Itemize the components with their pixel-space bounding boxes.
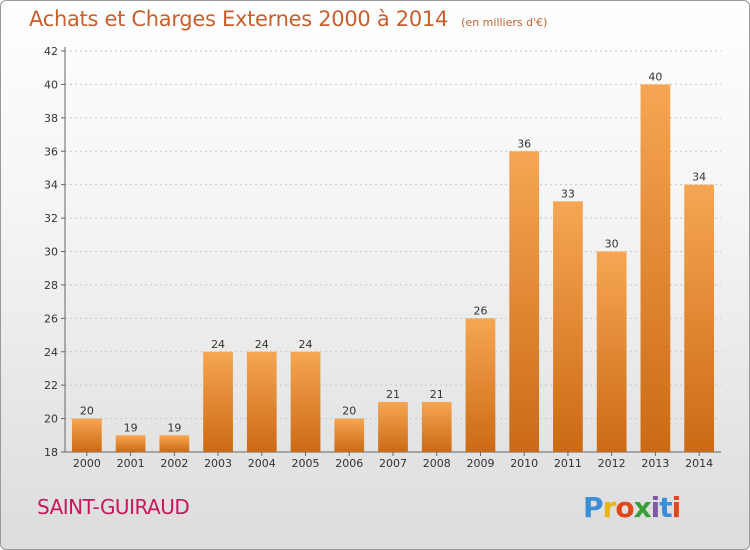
x-tick-label: 2013 bbox=[641, 457, 669, 470]
chart-title: Achats et Charges Externes 2000 à 2014 bbox=[29, 7, 449, 31]
data-label: 24 bbox=[299, 338, 313, 351]
proxiti-logo[interactable]: Proxiti bbox=[583, 491, 681, 524]
bar bbox=[640, 84, 671, 453]
data-label: 21 bbox=[430, 388, 444, 401]
y-tick-label: 20 bbox=[44, 413, 58, 426]
y-tick-label: 40 bbox=[44, 78, 58, 91]
data-label: 24 bbox=[211, 338, 225, 351]
x-tick-label: 2002 bbox=[160, 457, 188, 470]
commune-name: SAINT-GUIRAUD bbox=[37, 495, 190, 519]
data-label: 20 bbox=[342, 405, 356, 418]
bar bbox=[203, 351, 233, 452]
y-tick-label: 42 bbox=[44, 45, 58, 58]
bar bbox=[596, 251, 627, 452]
bar bbox=[509, 151, 540, 452]
title-block: Achats et Charges Externes 2000 à 2014 (… bbox=[29, 7, 547, 31]
x-tick-label: 2001 bbox=[117, 457, 145, 470]
x-tick-label: 2012 bbox=[598, 457, 626, 470]
y-tick-label: 28 bbox=[44, 279, 58, 292]
x-tick-label: 2005 bbox=[292, 457, 320, 470]
x-tick-label: 2010 bbox=[510, 457, 538, 470]
chart-subtitle: (en milliers d'€) bbox=[461, 16, 548, 29]
x-tick-label: 2008 bbox=[423, 457, 451, 470]
data-label: 26 bbox=[473, 304, 487, 317]
data-label: 34 bbox=[692, 171, 706, 184]
bar bbox=[71, 418, 102, 452]
y-tick-label: 36 bbox=[44, 145, 58, 158]
bar bbox=[684, 184, 715, 452]
data-label: 19 bbox=[124, 421, 138, 434]
data-label: 40 bbox=[648, 70, 662, 83]
bar bbox=[290, 351, 321, 452]
bar bbox=[246, 351, 277, 452]
y-tick-label: 18 bbox=[44, 446, 58, 459]
y-tick-label: 32 bbox=[44, 212, 58, 225]
x-tick-label: 2003 bbox=[204, 457, 232, 470]
x-tick-label: 2009 bbox=[466, 457, 494, 470]
x-tick-label: 2006 bbox=[335, 457, 363, 470]
data-label: 24 bbox=[255, 338, 269, 351]
y-tick-label: 30 bbox=[44, 246, 58, 259]
data-label: 36 bbox=[517, 137, 531, 150]
y-tick-label: 26 bbox=[44, 312, 58, 325]
y-tick-label: 34 bbox=[44, 179, 58, 192]
x-tick-label: 2007 bbox=[379, 457, 407, 470]
data-label: 19 bbox=[167, 421, 181, 434]
y-tick-label: 24 bbox=[44, 346, 58, 359]
y-tick-label: 22 bbox=[44, 379, 58, 392]
data-label: 20 bbox=[80, 405, 94, 418]
x-tick-label: 2014 bbox=[685, 457, 713, 470]
data-label: 30 bbox=[605, 238, 619, 251]
data-label: 33 bbox=[561, 187, 575, 200]
y-tick-label: 38 bbox=[44, 112, 58, 125]
bar bbox=[159, 435, 190, 452]
x-tick-label: 2000 bbox=[73, 457, 101, 470]
data-label: 21 bbox=[386, 388, 400, 401]
x-tick-label: 2004 bbox=[248, 457, 276, 470]
bar bbox=[115, 435, 146, 452]
x-tick-label: 2011 bbox=[554, 457, 582, 470]
bar bbox=[465, 318, 496, 452]
bar bbox=[378, 401, 408, 452]
bar bbox=[421, 401, 452, 452]
bar bbox=[334, 418, 365, 452]
bar bbox=[553, 201, 583, 452]
